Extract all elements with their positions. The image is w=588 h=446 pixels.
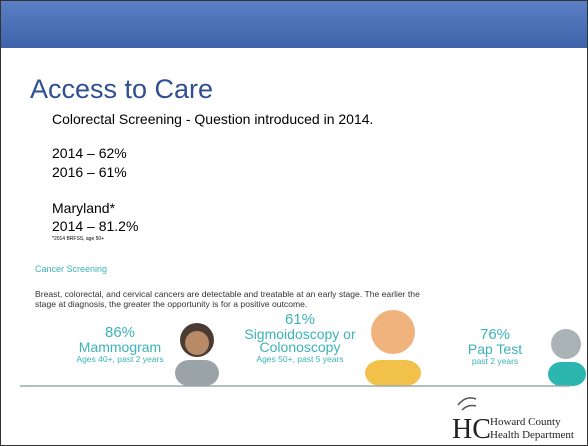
stat-note: past 2 years [472,356,518,366]
stat-label: Pap Test [468,341,522,357]
logo: HC Howard County Health Department [452,397,574,445]
figure-man [365,310,421,386]
slide-title: Access to Care [30,74,213,104]
logo-initials: HC [452,414,491,445]
stat-percent: 76% [480,326,510,343]
info-heading: Cancer Screening [35,264,107,274]
logo-text: Health Department [490,429,574,441]
stat-label: Mammogram [79,339,161,355]
stat-percent: 86% [105,324,135,341]
stat-label: Sigmoidoscopy or [244,326,356,342]
stat-note: Ages 50+, past 5 years [256,354,343,364]
info-paragraph: stage at diagnosis, the greater the oppo… [35,299,307,309]
state-line: 2014 – 81.2% [52,218,138,234]
logo-text: Howard County [490,416,561,428]
figure-woman-2 [548,329,586,386]
stat-note: Ages 40+, past 2 years [76,354,163,364]
stat-percent: 61% [285,311,315,328]
info-paragraph: Breast, colorectal, and cervical cancers… [35,289,420,299]
footnote: *2014 BRFSS, age 50+ [52,236,104,242]
stat-line: 2014 – 62% [52,145,127,161]
state-label: Maryland* [52,200,116,216]
stat-line: 2016 – 61% [52,164,127,180]
stat-label: Colonoscopy [260,339,341,355]
subtitle: Colorectal Screening - Question introduc… [52,111,373,127]
header-band [1,1,587,48]
figure-woman [175,323,219,386]
